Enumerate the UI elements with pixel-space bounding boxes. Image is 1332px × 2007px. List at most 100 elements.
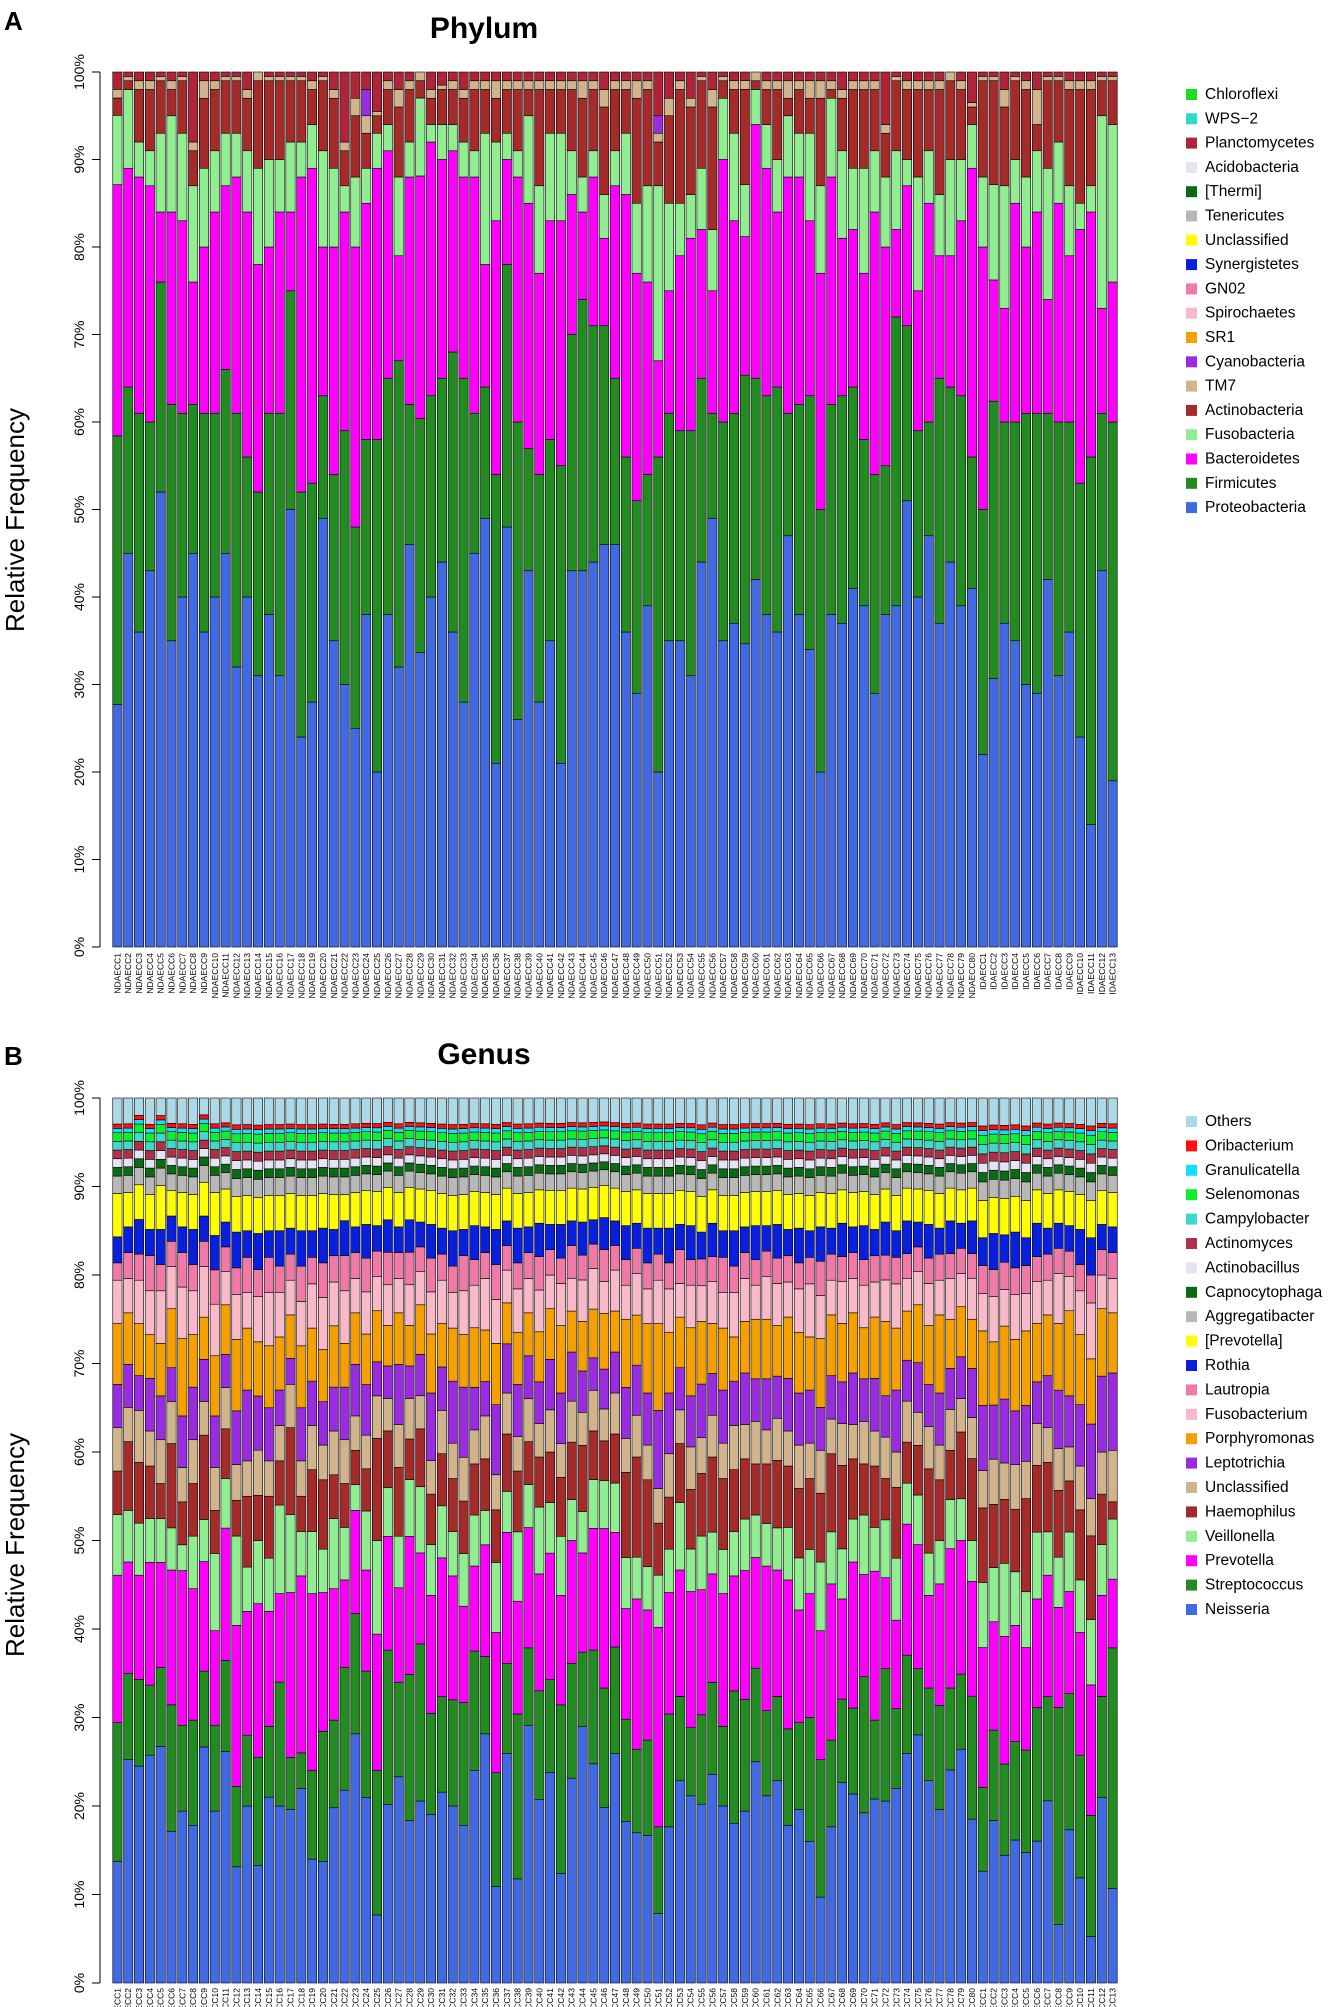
bar-segment-capnocytophaga — [642, 1167, 653, 1177]
x-tick-label: NDAECC74 — [902, 953, 912, 999]
bar-segment-selenomonas — [848, 1132, 858, 1142]
bar-segment-bacteroidetes — [577, 211, 588, 300]
bar-segment-actinobacillus — [285, 1158, 296, 1168]
bar-segment-granulicatella — [393, 1127, 404, 1133]
bar-segment-others-minor-phyla- — [242, 71, 253, 90]
bar-segment-rothia — [869, 1229, 880, 1257]
bar-segment-fusobacteria — [1021, 176, 1032, 248]
bar-segment-selenomonas — [512, 1132, 523, 1142]
bar-segment-actinobacteria — [209, 89, 220, 152]
bar-segment-fusobacteria — [1010, 159, 1021, 204]
x-tick-label: NDAECC59 — [740, 953, 750, 999]
bar-segment-campylobacter — [848, 1140, 858, 1150]
bar-segment-actinobacillus — [426, 1156, 437, 1166]
bar-segment-capnocytophaga — [361, 1165, 372, 1175]
bar-segment-actinomyces — [999, 1152, 1010, 1163]
bar-segment-oribacterium — [231, 1124, 242, 1130]
bar-segment-others-minor-phyla- — [469, 71, 480, 82]
bar-segment-leptotrichia — [718, 1389, 729, 1444]
bar-segment--prevotella- — [523, 1192, 534, 1228]
bar-segment-rothia — [772, 1224, 783, 1259]
bar-segment-proteobacteria — [393, 666, 404, 948]
bar-segment-lautropia — [317, 1262, 328, 1298]
bar-segment-haemophilus — [296, 1495, 307, 1532]
bar-segment-firmicutes — [296, 491, 307, 738]
x-tick-label: NDAECC26 — [383, 1988, 393, 2007]
bar-segment--prevotella- — [804, 1195, 815, 1232]
bar-segment-haemophilus — [134, 1462, 144, 1524]
bar-segment-neisseria — [934, 1809, 945, 1984]
bar-segment-proteobacteria — [664, 640, 675, 948]
bar-segment-actinobacteria — [1107, 80, 1118, 125]
bar-segment-haemophilus — [372, 1438, 382, 1541]
bar-segment-granulicatella — [599, 1125, 610, 1131]
bar-segment-prevotella — [285, 1592, 296, 1758]
bar-segment-others-minor-phyla- — [1107, 71, 1118, 77]
bar-segment-haemophilus — [382, 1430, 393, 1489]
bar-segment-neisseria — [988, 1820, 999, 1984]
bar-segment-oribacterium — [328, 1123, 339, 1129]
bar-segment-unclassified — [404, 1398, 415, 1440]
bar-segment-rothia — [999, 1234, 1010, 1263]
bar-segment-rothia — [761, 1225, 772, 1252]
bar-segment-actinobacillus — [458, 1159, 469, 1169]
bar-segment-lautropia — [1096, 1249, 1107, 1276]
bar-segment-actinobacteria — [166, 89, 177, 117]
bar-segment--prevotella- — [664, 1193, 675, 1229]
bar-segment-unclassified — [317, 1444, 328, 1481]
bar-segment-actinobacillus — [523, 1157, 534, 1168]
bar-segment-granulicatella — [307, 1128, 318, 1134]
bar-segment-aggregatibacter — [620, 1174, 631, 1192]
bar-segment-granulicatella — [545, 1127, 556, 1133]
bar-segment-granulicatella — [523, 1127, 534, 1133]
bar-segment-oribacterium — [1010, 1124, 1021, 1130]
bar-segment-veillonella — [1107, 1518, 1118, 1580]
bar-segment-firmicutes — [1053, 421, 1064, 677]
bar-segment-porphyromonas — [296, 1345, 307, 1409]
bar-segment-others — [1086, 1097, 1096, 1127]
bar-segment-tm7 — [1031, 89, 1042, 125]
bar-segment-granulicatella — [761, 1127, 772, 1133]
bar-segment-prevotella — [923, 1594, 934, 1689]
bar-segment-proteobacteria — [382, 614, 393, 948]
bar-segment-campylobacter — [317, 1141, 328, 1151]
bar-segment-capnocytophaga — [848, 1166, 858, 1176]
legend-swatch — [1186, 1262, 1197, 1274]
legend-label: Leptotrichia — [1205, 1455, 1286, 1472]
bar-segment-firmicutes — [123, 386, 134, 554]
bar-segment-porphyromonas — [891, 1327, 902, 1391]
bar-segment-fusobacterium — [858, 1284, 869, 1329]
bar-segment-campylobacter — [664, 1141, 675, 1151]
bar-segment-rothia — [750, 1225, 761, 1260]
bar-segment-haemophilus — [1010, 1508, 1021, 1573]
bar-segment-firmicutes — [242, 456, 253, 598]
bar-segment--prevotella- — [480, 1192, 491, 1228]
bar-segment-others-minor-phyla- — [198, 71, 209, 82]
bar-segment-actinomyces — [447, 1150, 458, 1161]
bar-segment--prevotella- — [1075, 1194, 1086, 1230]
bar-segment-unclassified — [112, 1427, 123, 1472]
genus-panel: B Genus Relative Frequency 0%10%20%30%40… — [0, 1038, 1323, 2007]
bar-segment-others-minor-phyla- — [209, 71, 220, 82]
bar-segment-bacteroidetes — [1042, 299, 1053, 414]
bar-segment-actinobacteria — [599, 106, 610, 195]
bar-segment-actinomyces — [480, 1149, 491, 1159]
bar-segment-actinobacteria — [967, 106, 977, 125]
bar-segment-actinomyces — [436, 1149, 447, 1160]
bar-segment-campylobacter — [155, 1132, 166, 1143]
bar-segment-oribacterium — [739, 1123, 750, 1129]
bar-segment-veillonella — [209, 1553, 220, 1632]
bar-segment-bacteroidetes — [988, 279, 999, 402]
bar-segment-prevotella — [783, 1579, 794, 1730]
bar-segment-fusobacteria — [653, 185, 664, 362]
bar-segment-bacteroidetes — [707, 290, 718, 414]
x-tick-label: NDAECC23 — [350, 953, 360, 999]
bar-segment-firmicutes — [999, 421, 1010, 624]
bar-segment-aggregatibacter — [426, 1173, 437, 1192]
bar-segment-others — [977, 1097, 988, 1127]
bar-segment-prevotella — [166, 1569, 177, 1706]
bar-segment-oribacterium — [415, 1122, 426, 1128]
bar-segment-granulicatella — [1021, 1130, 1032, 1136]
bar-segment-leptotrichia — [1075, 1404, 1086, 1467]
bar-segment-others-minor-phyla- — [577, 71, 588, 82]
